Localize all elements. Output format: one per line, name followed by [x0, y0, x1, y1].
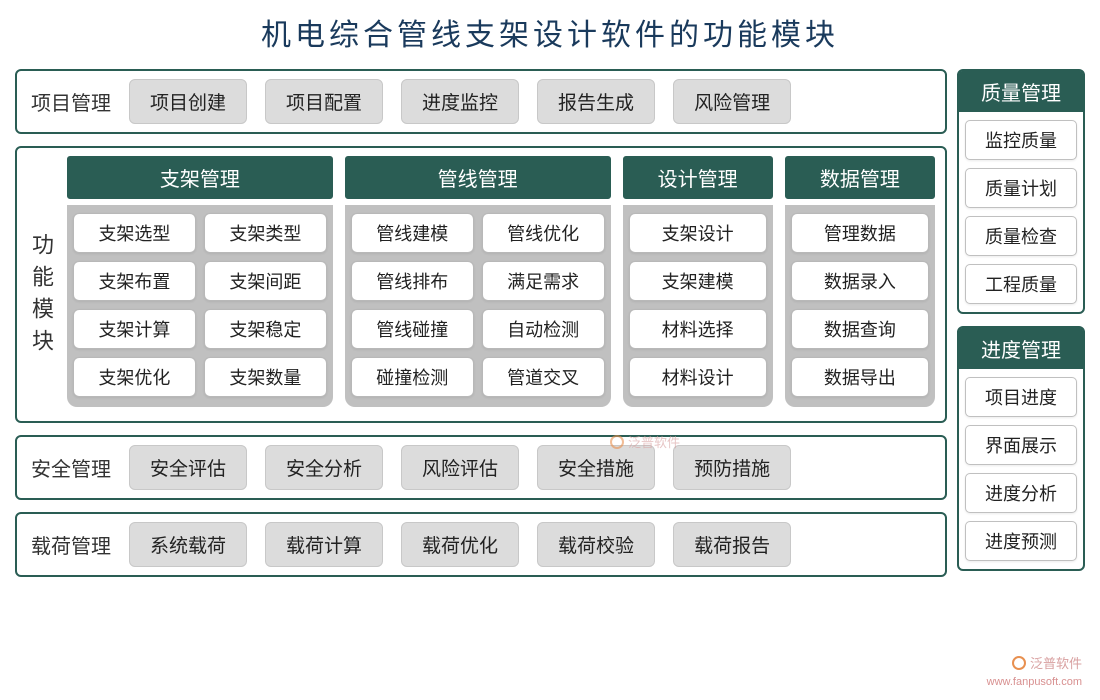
- chip: 管线建模: [351, 213, 474, 253]
- watermark-bottom: 泛普软件 www.fanpusoft.com: [987, 653, 1082, 688]
- safety-row: 安全管理 安全评估 安全分析 风险评估 安全措施 预防措施: [15, 435, 947, 500]
- col-body: 支架选型 支架类型 支架布置 支架间距 支架计算 支架稳定 支架优化 支架数量: [67, 205, 333, 407]
- chip: 支架稳定: [204, 309, 327, 349]
- chip: 支架间距: [204, 261, 327, 301]
- pill-item: 载荷报告: [673, 522, 791, 567]
- project-row: 项目管理 项目创建 项目配置 进度监控 报告生成 风险管理: [15, 69, 947, 134]
- page-title: 机电综合管线支架设计软件的功能模块: [15, 10, 1085, 54]
- side-item: 质量检查: [965, 216, 1077, 256]
- modules-panel: 功能模块 支架管理 支架选型 支架类型 支架布置 支架间距 支架计算 支架稳定 …: [15, 146, 947, 423]
- chip: 支架优化: [73, 357, 196, 397]
- chip: 支架建模: [629, 261, 767, 301]
- project-label: 项目管理: [27, 87, 115, 116]
- chip: 管线碰撞: [351, 309, 474, 349]
- col-header: 管线管理: [345, 156, 611, 199]
- chip: 数据录入: [791, 261, 929, 301]
- chip: 满足需求: [482, 261, 605, 301]
- pill-item: 系统载荷: [129, 522, 247, 567]
- col-shuju: 数据管理 管理数据 数据录入 数据查询 数据导出: [785, 156, 935, 407]
- col-zhijia: 支架管理 支架选型 支架类型 支架布置 支架间距 支架计算 支架稳定 支架优化 …: [67, 156, 333, 407]
- watermark-mid: 泛普软件: [610, 432, 680, 451]
- side-item: 质量计划: [965, 168, 1077, 208]
- progress-header: 进度管理: [959, 328, 1083, 369]
- pill-item: 载荷校验: [537, 522, 655, 567]
- pill-item: 载荷优化: [401, 522, 519, 567]
- chip: 自动检测: [482, 309, 605, 349]
- pill-item: 安全措施: [537, 445, 655, 490]
- chip: 材料设计: [629, 357, 767, 397]
- chip: 数据查询: [791, 309, 929, 349]
- pill-item: 安全评估: [129, 445, 247, 490]
- col-header: 设计管理: [623, 156, 773, 199]
- side-item: 项目进度: [965, 377, 1077, 417]
- pill-item: 风险评估: [401, 445, 519, 490]
- chip: 支架设计: [629, 213, 767, 253]
- side-item: 进度分析: [965, 473, 1077, 513]
- modules-grid: 支架管理 支架选型 支架类型 支架布置 支架间距 支架计算 支架稳定 支架优化 …: [67, 156, 935, 407]
- pill-item: 载荷计算: [265, 522, 383, 567]
- left-column: 项目管理 项目创建 项目配置 进度监控 报告生成 风险管理 功能模块 支架管理 …: [15, 69, 947, 577]
- watermark-text: 泛普软件: [1030, 653, 1082, 672]
- side-item: 工程质量: [965, 264, 1077, 304]
- right-column: 质量管理 监控质量 质量计划 质量检查 工程质量 进度管理 项目进度 界面展示 …: [957, 69, 1085, 577]
- chip: 支架选型: [73, 213, 196, 253]
- load-label: 载荷管理: [27, 530, 115, 559]
- chip: 数据导出: [791, 357, 929, 397]
- pill-item: 报告生成: [537, 79, 655, 124]
- col-body: 支架设计 支架建模 材料选择 材料设计: [623, 205, 773, 407]
- pill-item: 风险管理: [673, 79, 791, 124]
- chip: 材料选择: [629, 309, 767, 349]
- main-wrap: 项目管理 项目创建 项目配置 进度监控 报告生成 风险管理 功能模块 支架管理 …: [15, 69, 1085, 577]
- safety-label: 安全管理: [27, 453, 115, 482]
- pill-item: 项目创建: [129, 79, 247, 124]
- col-sheji: 设计管理 支架设计 支架建模 材料选择 材料设计: [623, 156, 773, 407]
- watermark-logo-icon: [1012, 656, 1026, 670]
- watermark-logo-icon: [610, 435, 624, 449]
- chip: 支架布置: [73, 261, 196, 301]
- load-items: 系统载荷 载荷计算 载荷优化 载荷校验 载荷报告: [129, 522, 935, 567]
- chip: 碰撞检测: [351, 357, 474, 397]
- chip: 管理数据: [791, 213, 929, 253]
- quality-header: 质量管理: [959, 71, 1083, 112]
- col-guanxian: 管线管理 管线建模 管线优化 管线排布 满足需求 管线碰撞 自动检测 碰撞检测 …: [345, 156, 611, 407]
- project-items: 项目创建 项目配置 进度监控 报告生成 风险管理: [129, 79, 935, 124]
- modules-label: 功能模块: [25, 156, 57, 407]
- side-item: 监控质量: [965, 120, 1077, 160]
- load-row: 载荷管理 系统载荷 载荷计算 载荷优化 载荷校验 载荷报告: [15, 512, 947, 577]
- chip: 管线排布: [351, 261, 474, 301]
- side-item: 界面展示: [965, 425, 1077, 465]
- col-header: 数据管理: [785, 156, 935, 199]
- pill-item: 预防措施: [673, 445, 791, 490]
- watermark-text: 泛普软件: [628, 432, 680, 451]
- watermark-url: www.fanpusoft.com: [987, 676, 1082, 688]
- pill-item: 安全分析: [265, 445, 383, 490]
- pill-item: 进度监控: [401, 79, 519, 124]
- chip: 支架计算: [73, 309, 196, 349]
- chip: 支架数量: [204, 357, 327, 397]
- side-item: 进度预测: [965, 521, 1077, 561]
- pill-item: 项目配置: [265, 79, 383, 124]
- col-body: 管线建模 管线优化 管线排布 满足需求 管线碰撞 自动检测 碰撞检测 管道交叉: [345, 205, 611, 407]
- chip: 管道交叉: [482, 357, 605, 397]
- safety-items: 安全评估 安全分析 风险评估 安全措施 预防措施: [129, 445, 935, 490]
- quality-panel: 质量管理 监控质量 质量计划 质量检查 工程质量: [957, 69, 1085, 314]
- chip: 管线优化: [482, 213, 605, 253]
- col-header: 支架管理: [67, 156, 333, 199]
- col-body: 管理数据 数据录入 数据查询 数据导出: [785, 205, 935, 407]
- chip: 支架类型: [204, 213, 327, 253]
- progress-panel: 进度管理 项目进度 界面展示 进度分析 进度预测: [957, 326, 1085, 571]
